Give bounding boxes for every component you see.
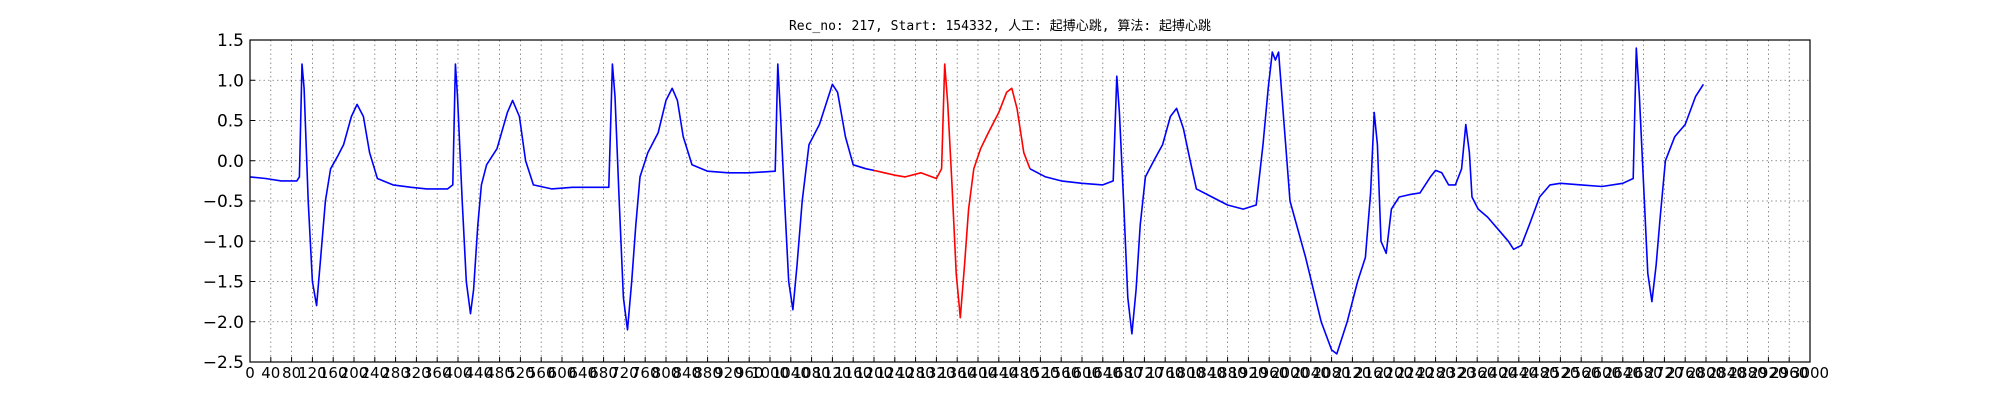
x-tick-label: 2440 (1500, 364, 1538, 382)
x-tick-label: 1280 (897, 364, 935, 382)
x-tick-label: 1360 (938, 364, 976, 382)
x-tick-label: 2200 (1375, 364, 1413, 382)
x-tick-label: 1080 (793, 364, 831, 382)
x-tick-label: 40 (261, 364, 280, 382)
x-tick-label: 2520 (1541, 364, 1579, 382)
y-tick-label: 1.0 (217, 71, 244, 91)
y-axis: 1.5 1.0 0.5 0.0 −0.5 −1.0 −1.5 −2.0 −2.5 (203, 31, 255, 373)
x-tick-label: 1760 (1146, 364, 1184, 382)
chart-title: Rec_no: 217, Start: 154332, 人工: 起搏心跳, 算法… (789, 18, 1211, 34)
x-tick-label: 1440 (980, 364, 1018, 382)
x-tick-label: 2960 (1770, 364, 1808, 382)
y-tick-label: −1.0 (203, 232, 244, 252)
x-tick-label: 720 (610, 364, 639, 382)
y-tick-label: −1.5 (203, 273, 244, 293)
x-tick-label: 2560 (1562, 364, 1600, 382)
x-tick-label: 2840 (1708, 364, 1746, 382)
x-tick-label: 640 (568, 364, 597, 382)
x-tick-label: 520 (506, 364, 535, 382)
x-tick-label: 1320 (917, 364, 955, 382)
x-tick-label: 360 (423, 364, 452, 382)
x-tick-label: 240 (360, 364, 389, 382)
x-tick-label: 1400 (959, 364, 997, 382)
x-tick-label: 2760 (1666, 364, 1704, 382)
x-tick-label: 2880 (1729, 364, 1767, 382)
x-tick-label: 2800 (1687, 364, 1725, 382)
x-tick-label: 1640 (1084, 364, 1122, 382)
series-line-2 (873, 63, 1031, 319)
x-tick-label: 0 (245, 364, 255, 382)
x-tick-label: 2120 (1333, 364, 1371, 382)
series-group (249, 47, 1705, 355)
x-tick-label: 320 (402, 364, 431, 382)
x-tick-label: 880 (693, 364, 722, 382)
x-tick-label: 920 (714, 364, 743, 382)
x-tick-label: 1960 (1250, 364, 1288, 382)
y-tick-label: −2.5 (203, 353, 244, 373)
series-line-1 (249, 63, 875, 331)
x-tick-label: 2040 (1292, 364, 1330, 382)
x-tick-label: 2640 (1604, 364, 1642, 382)
x-tick-label: 2600 (1583, 364, 1621, 382)
y-tick-label: −2.0 (203, 313, 244, 333)
y-tick-label: −0.5 (203, 192, 244, 212)
x-tick-label: 1920 (1229, 364, 1267, 382)
x-tick-label: 160 (319, 364, 348, 382)
x-tick-label: 840 (672, 364, 701, 382)
x-tick-label: 480 (485, 364, 514, 382)
x-tick-label: 680 (589, 364, 618, 382)
x-tick-label: 2480 (1521, 364, 1559, 382)
series-line-3 (1029, 47, 1705, 355)
x-tick-label: 760 (631, 364, 660, 382)
x-tick-label: 1720 (1125, 364, 1163, 382)
x-tick-label: 2680 (1625, 364, 1663, 382)
x-tick-label: 2080 (1313, 364, 1351, 382)
y-tick-label: 1.5 (217, 31, 244, 51)
x-tick-label: 600 (548, 364, 577, 382)
x-tick-label: 80 (282, 364, 301, 382)
x-tick-label: 2920 (1749, 364, 1787, 382)
x-tick-label: 1240 (876, 364, 914, 382)
x-tick-label: 1560 (1042, 364, 1080, 382)
x-tick-label: 280 (381, 364, 410, 382)
x-tick-label: 400 (444, 364, 473, 382)
x-tick-label: 440 (464, 364, 493, 382)
x-tick-label: 2400 (1479, 364, 1517, 382)
grid (249, 39, 1811, 363)
x-axis: 0 40 8012016020024028032036040044048052056… (245, 357, 1829, 382)
x-tick-label: 1200 (855, 364, 893, 382)
x-tick-label: 3000 (1791, 364, 1829, 382)
x-tick-label: 1000 (751, 364, 789, 382)
x-tick-label: 1880 (1209, 364, 1247, 382)
x-tick-label: 2320 (1437, 364, 1475, 382)
x-tick-label: 1840 (1188, 364, 1226, 382)
x-tick-label: 2240 (1396, 364, 1434, 382)
x-tick-label: 1680 (1105, 364, 1143, 382)
x-tick-label: 2720 (1645, 364, 1683, 382)
x-tick-label: 2360 (1458, 364, 1496, 382)
x-tick-label: 2160 (1354, 364, 1392, 382)
x-tick-label: 120 (298, 364, 327, 382)
x-tick-label: 1040 (772, 364, 810, 382)
x-tick-label: 1800 (1167, 364, 1205, 382)
x-tick-label: 560 (527, 364, 556, 382)
x-tick-label: 960 (735, 364, 764, 382)
y-tick-label: 0.5 (217, 112, 244, 132)
x-tick-label: 1600 (1063, 364, 1101, 382)
x-tick-label: 200 (340, 364, 369, 382)
x-tick-label: 1520 (1021, 364, 1059, 382)
x-tick-label: 2280 (1417, 364, 1455, 382)
x-tick-label: 800 (652, 364, 681, 382)
x-tick-label: 1480 (1001, 364, 1039, 382)
x-tick-label: 1160 (834, 364, 872, 382)
x-tick-label: 2000 (1271, 364, 1309, 382)
x-tick-label: 1120 (813, 364, 851, 382)
y-tick-label: 0.0 (217, 152, 244, 172)
